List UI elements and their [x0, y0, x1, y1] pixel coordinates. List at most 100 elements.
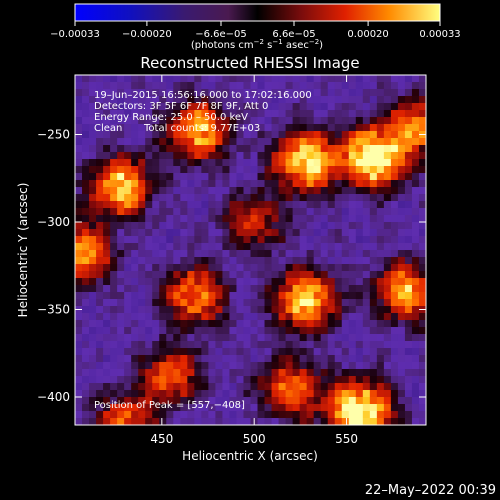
heatmap-cell	[278, 404, 287, 412]
heatmap-cell	[187, 397, 195, 405]
heatmap-cell	[131, 222, 139, 230]
heatmap-cell	[313, 194, 322, 202]
heatmap-cell	[208, 334, 216, 342]
heatmap-cell	[306, 250, 315, 258]
heatmap-cell	[348, 110, 357, 118]
heatmap-cell	[180, 397, 188, 405]
heatmap-cell	[348, 180, 357, 188]
heatmap-cell	[131, 397, 139, 405]
heatmap-cell	[334, 159, 343, 167]
heatmap-cell	[278, 306, 287, 314]
heatmap-cell	[110, 138, 118, 146]
heatmap-cell	[124, 124, 132, 132]
heatmap-cell	[271, 75, 280, 83]
heatmap-cell	[383, 355, 392, 363]
heatmap-cell	[334, 208, 343, 216]
heatmap-cell	[341, 152, 350, 160]
heatmap-cell	[348, 376, 357, 384]
heatmap-cell	[362, 103, 371, 111]
heatmap-cell	[166, 145, 174, 153]
heatmap-cell	[194, 194, 202, 202]
heatmap-cell	[215, 243, 224, 251]
heatmap-cell	[145, 278, 153, 286]
heatmap-cell	[390, 257, 399, 265]
heatmap-cell	[124, 187, 132, 195]
heatmap-cell	[124, 243, 132, 251]
heatmap-cell	[180, 166, 188, 174]
heatmap-cell	[250, 110, 259, 118]
heatmap-cell	[110, 229, 118, 237]
heatmap-cell	[208, 285, 216, 293]
heatmap-cell	[222, 194, 231, 202]
heatmap-cell	[257, 145, 266, 153]
heatmap-cell	[173, 103, 181, 111]
annotation-counts: Total counts: 9.77E+03	[143, 123, 260, 134]
heatmap-cell	[362, 418, 371, 425]
heatmap-cell	[397, 236, 406, 244]
heatmap-cell	[390, 404, 399, 412]
heatmap-cell	[418, 292, 426, 300]
heatmap-cell	[285, 110, 294, 118]
heatmap-cell	[110, 110, 118, 118]
heatmap-cell	[362, 145, 371, 153]
heatmap-cell	[201, 341, 209, 349]
heatmap-cell	[390, 397, 399, 405]
heatmap-cell	[390, 264, 399, 272]
heatmap-cell	[264, 138, 273, 146]
heatmap-cell	[348, 236, 357, 244]
heatmap-cell	[306, 89, 315, 97]
heatmap-cell	[397, 110, 406, 118]
heatmap-cell	[96, 306, 104, 314]
heatmap-cell	[278, 159, 287, 167]
heatmap-cell	[166, 397, 174, 405]
heatmap-cell	[320, 138, 329, 146]
heatmap-cell	[292, 194, 301, 202]
heatmap-cell	[250, 285, 259, 293]
heatmap-cell	[229, 285, 238, 293]
heatmap-cell	[383, 187, 392, 195]
heatmap-cell	[348, 411, 357, 419]
heatmap-cell	[159, 124, 167, 132]
heatmap-cell	[313, 131, 322, 139]
heatmap-cell	[320, 299, 329, 307]
heatmap-cell	[355, 166, 364, 174]
heatmap-cell	[75, 117, 83, 125]
heatmap-cell	[348, 194, 357, 202]
heatmap-cell	[180, 208, 188, 216]
heatmap-cell	[166, 159, 174, 167]
heatmap-cell	[376, 187, 385, 195]
heatmap-cell	[187, 411, 195, 419]
heatmap-cell	[194, 292, 202, 300]
heatmap-cell	[418, 264, 426, 272]
heatmap-cell	[327, 145, 336, 153]
heatmap-cell	[166, 138, 174, 146]
heatmap-cell	[82, 390, 90, 398]
heatmap-cell	[243, 124, 252, 132]
heatmap-cell	[103, 187, 111, 195]
heatmap-cell	[348, 404, 357, 412]
heatmap-cell	[278, 348, 287, 356]
heatmap-cell	[180, 236, 188, 244]
heatmap-cell	[194, 208, 202, 216]
heatmap-cell	[390, 250, 399, 258]
heatmap-cell	[222, 306, 231, 314]
heatmap-cell	[327, 257, 336, 265]
heatmap-cell	[320, 131, 329, 139]
heatmap-cell	[152, 166, 160, 174]
heatmap-cell	[383, 152, 392, 160]
heatmap-cell	[187, 82, 195, 90]
heatmap-cell	[390, 334, 399, 342]
heatmap-cell	[187, 271, 195, 279]
heatmap-cell	[404, 257, 413, 265]
heatmap-cell	[390, 103, 399, 111]
heatmap-cell	[292, 355, 301, 363]
heatmap-cell	[117, 103, 125, 111]
annotation-peak: Position of Peak = [557,−408]	[94, 400, 245, 411]
heatmap-cell	[320, 355, 329, 363]
heatmap-cell	[299, 383, 308, 391]
heatmap-cell	[418, 201, 426, 209]
heatmap-cell	[278, 89, 287, 97]
heatmap-cell	[145, 334, 153, 342]
heatmap-cell	[117, 187, 125, 195]
heatmap-cell	[96, 159, 104, 167]
